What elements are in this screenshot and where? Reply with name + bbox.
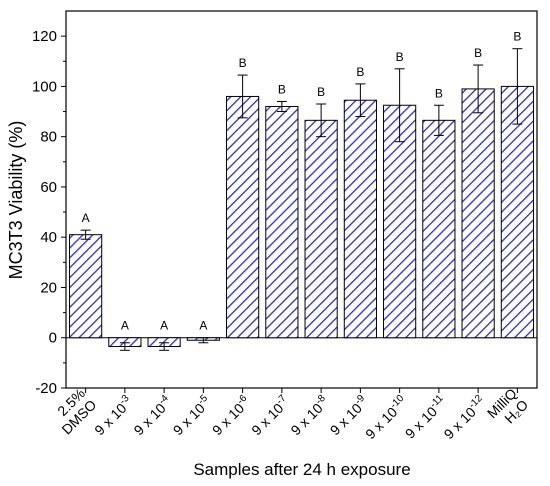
svg-text:9 x 10-8: 9 x 10-8 — [287, 393, 333, 439]
significance-label: A — [160, 319, 168, 333]
significance-label: B — [278, 82, 286, 96]
svg-text:9 x 10-4: 9 x 10-4 — [130, 393, 176, 439]
significance-label: B — [435, 86, 443, 100]
significance-label: B — [474, 46, 482, 60]
y-tick-label: 0 — [49, 330, 57, 347]
bar — [226, 95, 260, 339]
y-tick-label: 60 — [40, 179, 57, 196]
svg-text:9 x 10-3: 9 x 10-3 — [91, 393, 137, 439]
y-tick-label: 20 — [40, 279, 57, 296]
significance-label: B — [317, 85, 325, 99]
x-tick-label: 9 x 10-5 — [169, 393, 215, 439]
plot-frame — [65, 10, 538, 389]
y-tick-label: 100 — [32, 78, 57, 95]
bar — [265, 106, 299, 339]
bar — [383, 104, 417, 339]
bar — [343, 99, 377, 339]
significance-label: A — [121, 319, 129, 333]
x-axis-label: Samples after 24 h exposure — [193, 460, 410, 479]
significance-label: A — [199, 319, 207, 333]
x-tick-label: 9 x 10-12 — [440, 393, 490, 443]
bar — [422, 119, 456, 339]
x-tick-label: 9 x 10-4 — [130, 393, 176, 439]
y-tick-label: -20 — [35, 380, 57, 397]
x-tick-label: 9 x 10-6 — [208, 393, 254, 439]
svg-text:9 x 10-6: 9 x 10-6 — [208, 393, 254, 439]
bar — [461, 88, 495, 339]
x-tick-label: 9 x 10-7 — [248, 393, 294, 439]
y-tick-label: 80 — [40, 129, 57, 146]
bar — [500, 85, 534, 339]
bar — [304, 119, 338, 339]
bar — [69, 234, 103, 339]
significance-label: A — [82, 211, 90, 225]
svg-text:9 x 10-12: 9 x 10-12 — [440, 393, 490, 443]
svg-text:9 x 10-10: 9 x 10-10 — [361, 393, 411, 443]
y-tick-label: 120 — [32, 28, 57, 45]
x-tick-label: 9 x 10-8 — [287, 393, 333, 439]
x-tick-label: 9 x 10-10 — [361, 393, 411, 443]
svg-text:9 x 10-7: 9 x 10-7 — [248, 393, 294, 439]
significance-label: B — [396, 50, 404, 64]
x-tick-label: 9 x 10-3 — [91, 393, 137, 439]
significance-label: B — [513, 30, 521, 44]
y-tick-label: 40 — [40, 229, 57, 246]
significance-label: B — [239, 56, 247, 70]
y-axis-label: MC3T3 Viability (%) — [6, 121, 26, 280]
significance-label: B — [356, 65, 364, 79]
svg-text:9 x 10-5: 9 x 10-5 — [169, 393, 215, 439]
